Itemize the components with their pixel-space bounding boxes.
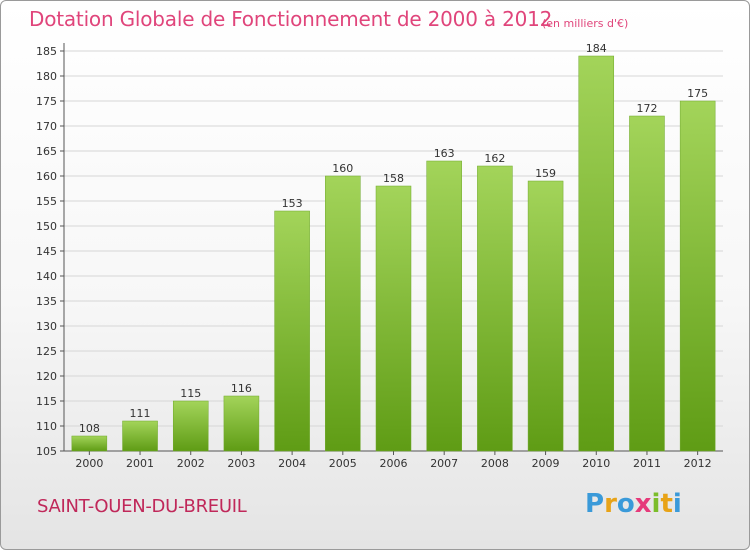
y-tick-label: 185 (36, 45, 57, 58)
y-tick-label: 140 (36, 270, 57, 283)
y-tick-label: 165 (36, 145, 57, 158)
bar-2003 (223, 395, 260, 452)
data-label-2006: 158 (383, 172, 404, 185)
bar-2002 (172, 400, 209, 452)
y-tick-label: 170 (36, 120, 57, 133)
data-label-2011: 172 (636, 102, 657, 115)
bar-2007 (426, 160, 462, 452)
y-tick-label: 155 (36, 195, 57, 208)
y-tick-label: 160 (36, 170, 57, 183)
data-label-2001: 111 (130, 407, 151, 420)
data-label-2008: 162 (484, 152, 505, 165)
data-label-2000: 108 (79, 422, 100, 435)
bar-2012 (679, 100, 716, 452)
logo-letter: P (585, 489, 605, 519)
commune-name: SAINT-OUEN-DU-BREUIL (37, 496, 247, 517)
bar-2009 (527, 180, 564, 452)
y-tick-labels: 105 110 115 120 125 130 135 140 145 150 155 160 165 1… (36, 45, 57, 458)
x-tick-labels: 2000 2001 2002 2003 2004 2005 2006 2007 2008 2009… (75, 457, 711, 470)
data-label-2010: 184 (586, 42, 607, 55)
x-tick-label: 2008 (481, 457, 509, 470)
bar-2001 (122, 420, 158, 452)
x-tick-label: 2011 (633, 457, 661, 470)
x-tick-label: 2012 (684, 457, 712, 470)
data-label-2002: 115 (180, 387, 201, 400)
proxiti-logo: Proxiti (585, 489, 682, 519)
data-label-2003: 116 (231, 382, 252, 395)
x-tick-label: 2000 (75, 457, 103, 470)
data-labels: 108 111 115 116 153 160 158 163 162 159 184 172 175 (79, 42, 708, 435)
x-tick-label: 2003 (227, 457, 255, 470)
logo-letter: x (634, 489, 652, 519)
data-label-2005: 160 (332, 162, 353, 175)
x-tick-label: 2004 (278, 457, 306, 470)
y-tick-label: 120 (36, 370, 57, 383)
y-tick-label: 115 (36, 395, 57, 408)
bars (71, 55, 716, 452)
bar-2008 (477, 165, 513, 452)
logo-letter: t (660, 489, 673, 519)
data-label-2009: 159 (535, 167, 556, 180)
bar-2000 (71, 435, 108, 452)
logo-letter: r (604, 489, 617, 519)
bar-2006 (375, 185, 412, 452)
y-tick-label: 135 (36, 295, 57, 308)
x-tick-label: 2001 (126, 457, 154, 470)
x-tick-label: 2007 (430, 457, 458, 470)
y-tick-label: 175 (36, 95, 57, 108)
x-tick-label: 2005 (329, 457, 357, 470)
bar-2011 (629, 115, 665, 452)
bar-2004 (274, 210, 310, 452)
y-tick-label: 180 (36, 70, 57, 83)
y-tick-label: 130 (36, 320, 57, 333)
y-tick-label: 105 (36, 445, 57, 458)
data-label-2004: 153 (282, 197, 303, 210)
x-tick-label: 2009 (532, 457, 560, 470)
bar-2005 (325, 175, 361, 452)
y-tick-label: 110 (36, 420, 57, 433)
y-tick-label: 145 (36, 245, 57, 258)
logo-letter: i (651, 489, 661, 519)
bar-2010 (578, 55, 615, 452)
x-tick-label: 2010 (582, 457, 610, 470)
data-label-2007: 163 (434, 147, 455, 160)
y-tick-label: 150 (36, 220, 57, 233)
data-label-2012: 175 (687, 87, 708, 100)
x-tick-label: 2002 (177, 457, 205, 470)
x-tick-label: 2006 (380, 457, 408, 470)
logo-letter: o (616, 489, 635, 519)
y-tick-label: 125 (36, 345, 57, 358)
chart-subtitle: (en milliers d'€) (542, 17, 629, 30)
logo-letter: i (672, 489, 682, 519)
chart-title: Dotation Globale de Fonctionnement de 20… (29, 7, 553, 31)
